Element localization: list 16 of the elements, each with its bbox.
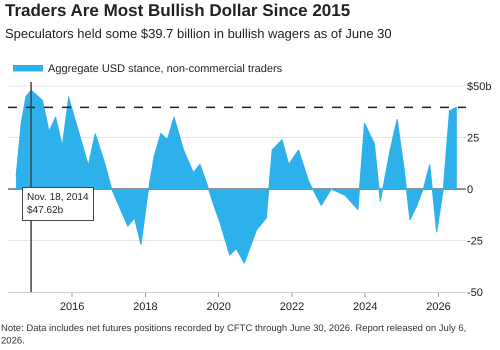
x-tick-label: 2018 — [133, 301, 158, 314]
x-tick-label: 2022 — [280, 301, 304, 314]
x-tick-label: 2026 — [426, 301, 451, 314]
chart-title: Traders Are Most Bullish Dollar Since 2015 — [5, 0, 350, 20]
y-tick-label: -25 — [467, 235, 483, 248]
y-tick-label: -50 — [467, 286, 483, 299]
text: Note: Data includes net futures positions recorded by CFTC through June 30, 2026. Report released on July 6, 2026. — [1, 323, 466, 346]
y-tick-label: $50b — [467, 80, 492, 93]
y-tick-label: 25 — [467, 132, 480, 144]
x-tick-label: 2020 — [206, 301, 231, 314]
annotation: Nov. 18, 2014 $47.62b — [27, 192, 89, 216]
legend-label: Aggregate USD stance, non-commercial traders — [48, 62, 283, 75]
x-tick-label: 2024 — [353, 301, 378, 314]
x-tick-label: 2016 — [60, 301, 84, 314]
y-tick-label: 0 — [467, 184, 474, 196]
chart-subtitle: Speculators held some $39.7 billion in bullish wagers as of June 30 — [5, 26, 392, 41]
